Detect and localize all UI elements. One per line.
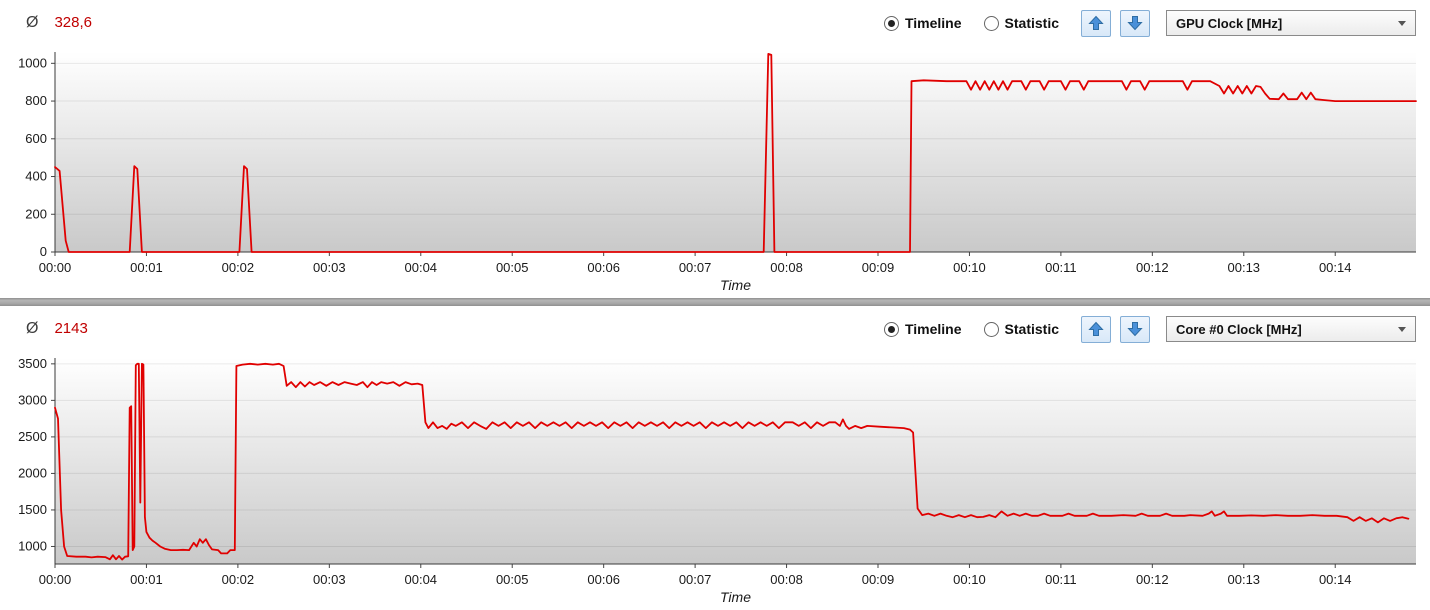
svg-text:00:07: 00:07 [679,260,712,275]
svg-text:00:13: 00:13 [1228,572,1261,587]
svg-text:00:10: 00:10 [953,572,986,587]
statistic-radio-label: Statistic [1004,15,1059,31]
svg-text:200: 200 [25,206,47,221]
average-readout: Ø 328,6 [26,14,92,32]
chevron-down-icon [1398,20,1406,26]
svg-text:00:06: 00:06 [587,572,620,587]
svg-text:1500: 1500 [18,502,47,517]
move-down-button[interactable] [1120,315,1150,343]
svg-text:00:08: 00:08 [770,572,803,587]
svg-text:00:07: 00:07 [679,572,712,587]
gpu-chart-toolbar: Ø 328,6 Timeline Statistic [0,0,1430,46]
svg-text:00:01: 00:01 [130,572,163,587]
radio-unselected-icon [983,15,999,31]
down-arrow-icon [1127,322,1143,337]
svg-text:00:03: 00:03 [313,572,346,587]
statistic-radio[interactable]: Statistic [983,321,1059,337]
panel-splitter[interactable] [0,298,1430,306]
timeline-radio-label: Timeline [904,15,962,31]
average-symbol: Ø [26,320,39,337]
toolbar-controls: Timeline Statistic GPU Cloc [883,9,1416,37]
gpu-chart-area: 0 200 400 600 800 1000 00:00 00:01 00:02 00:03 00:… [0,46,1430,298]
svg-text:Time: Time [720,277,751,293]
svg-text:00:02: 00:02 [222,260,255,275]
svg-text:00:09: 00:09 [862,572,895,587]
average-value: 328,6 [54,14,92,31]
svg-text:00:12: 00:12 [1136,260,1169,275]
chevron-down-icon [1398,326,1406,332]
timeline-radio[interactable]: Timeline [883,15,962,31]
svg-text:00:04: 00:04 [405,572,438,587]
move-down-button[interactable] [1120,9,1150,37]
plot-background [55,358,1416,564]
svg-text:00:06: 00:06 [587,260,620,275]
svg-text:00:03: 00:03 [313,260,346,275]
move-up-button[interactable] [1081,9,1111,37]
svg-text:1000: 1000 [18,55,47,70]
up-arrow-icon [1088,15,1104,30]
svg-text:1000: 1000 [18,538,47,553]
core0-timeline-chart: 1000 1500 2000 2500 3000 3500 00:00 00:01 00:02 0… [18,356,1416,605]
radio-selected-icon [883,321,899,337]
core0-chart-toolbar: Ø 2143 Timeline Statistic [0,306,1430,352]
down-arrow-icon [1127,16,1143,31]
svg-text:600: 600 [25,131,47,146]
average-symbol: Ø [26,14,39,31]
svg-text:00:13: 00:13 [1228,260,1261,275]
up-arrow-icon [1088,321,1104,336]
svg-text:00:11: 00:11 [1045,572,1077,587]
radio-selected-icon [883,15,899,31]
sensor-select-value: Core #0 Clock [MHz] [1176,321,1302,337]
statistic-radio-label: Statistic [1004,321,1059,337]
svg-text:00:14: 00:14 [1319,260,1352,275]
radio-unselected-icon [983,321,999,337]
svg-text:00:10: 00:10 [953,260,986,275]
svg-text:00:11: 00:11 [1045,260,1077,275]
gpu-clock-panel: Ø 328,6 Timeline Statistic [0,0,1430,298]
svg-text:800: 800 [25,93,47,108]
svg-text:400: 400 [25,169,47,184]
sensor-select[interactable]: GPU Clock [MHz] [1166,10,1416,36]
svg-text:00:02: 00:02 [222,572,255,587]
svg-text:3000: 3000 [18,392,47,407]
timeline-radio[interactable]: Timeline [883,321,962,337]
core0-clock-panel: Ø 2143 Timeline Statistic [0,306,1430,610]
move-up-button[interactable] [1081,315,1111,343]
svg-text:0: 0 [40,244,47,259]
svg-text:00:01: 00:01 [130,260,163,275]
svg-text:00:00: 00:00 [39,572,72,587]
svg-text:00:05: 00:05 [496,260,529,275]
statistic-radio[interactable]: Statistic [983,15,1059,31]
svg-text:Time: Time [720,589,751,605]
average-value: 2143 [54,320,88,337]
average-readout: Ø 2143 [26,320,88,338]
svg-text:00:09: 00:09 [862,260,895,275]
svg-text:00:05: 00:05 [496,572,529,587]
svg-text:00:12: 00:12 [1136,572,1169,587]
timeline-radio-label: Timeline [904,321,962,337]
toolbar-controls: Timeline Statistic Core #0 [883,315,1416,343]
svg-text:00:04: 00:04 [405,260,438,275]
svg-text:00:08: 00:08 [770,260,803,275]
svg-text:2500: 2500 [18,429,47,444]
sensor-select-value: GPU Clock [MHz] [1176,15,1283,31]
svg-text:2000: 2000 [18,465,47,480]
svg-text:00:00: 00:00 [39,260,72,275]
core0-chart-area: 1000 1500 2000 2500 3000 3500 00:00 00:01 00:02 0… [0,352,1430,610]
sensor-select[interactable]: Core #0 Clock [MHz] [1166,316,1416,342]
svg-text:3500: 3500 [18,356,47,371]
svg-text:00:14: 00:14 [1319,572,1352,587]
gpu-timeline-chart: 0 200 400 600 800 1000 00:00 00:01 00:02 00:03 00:… [18,52,1417,293]
